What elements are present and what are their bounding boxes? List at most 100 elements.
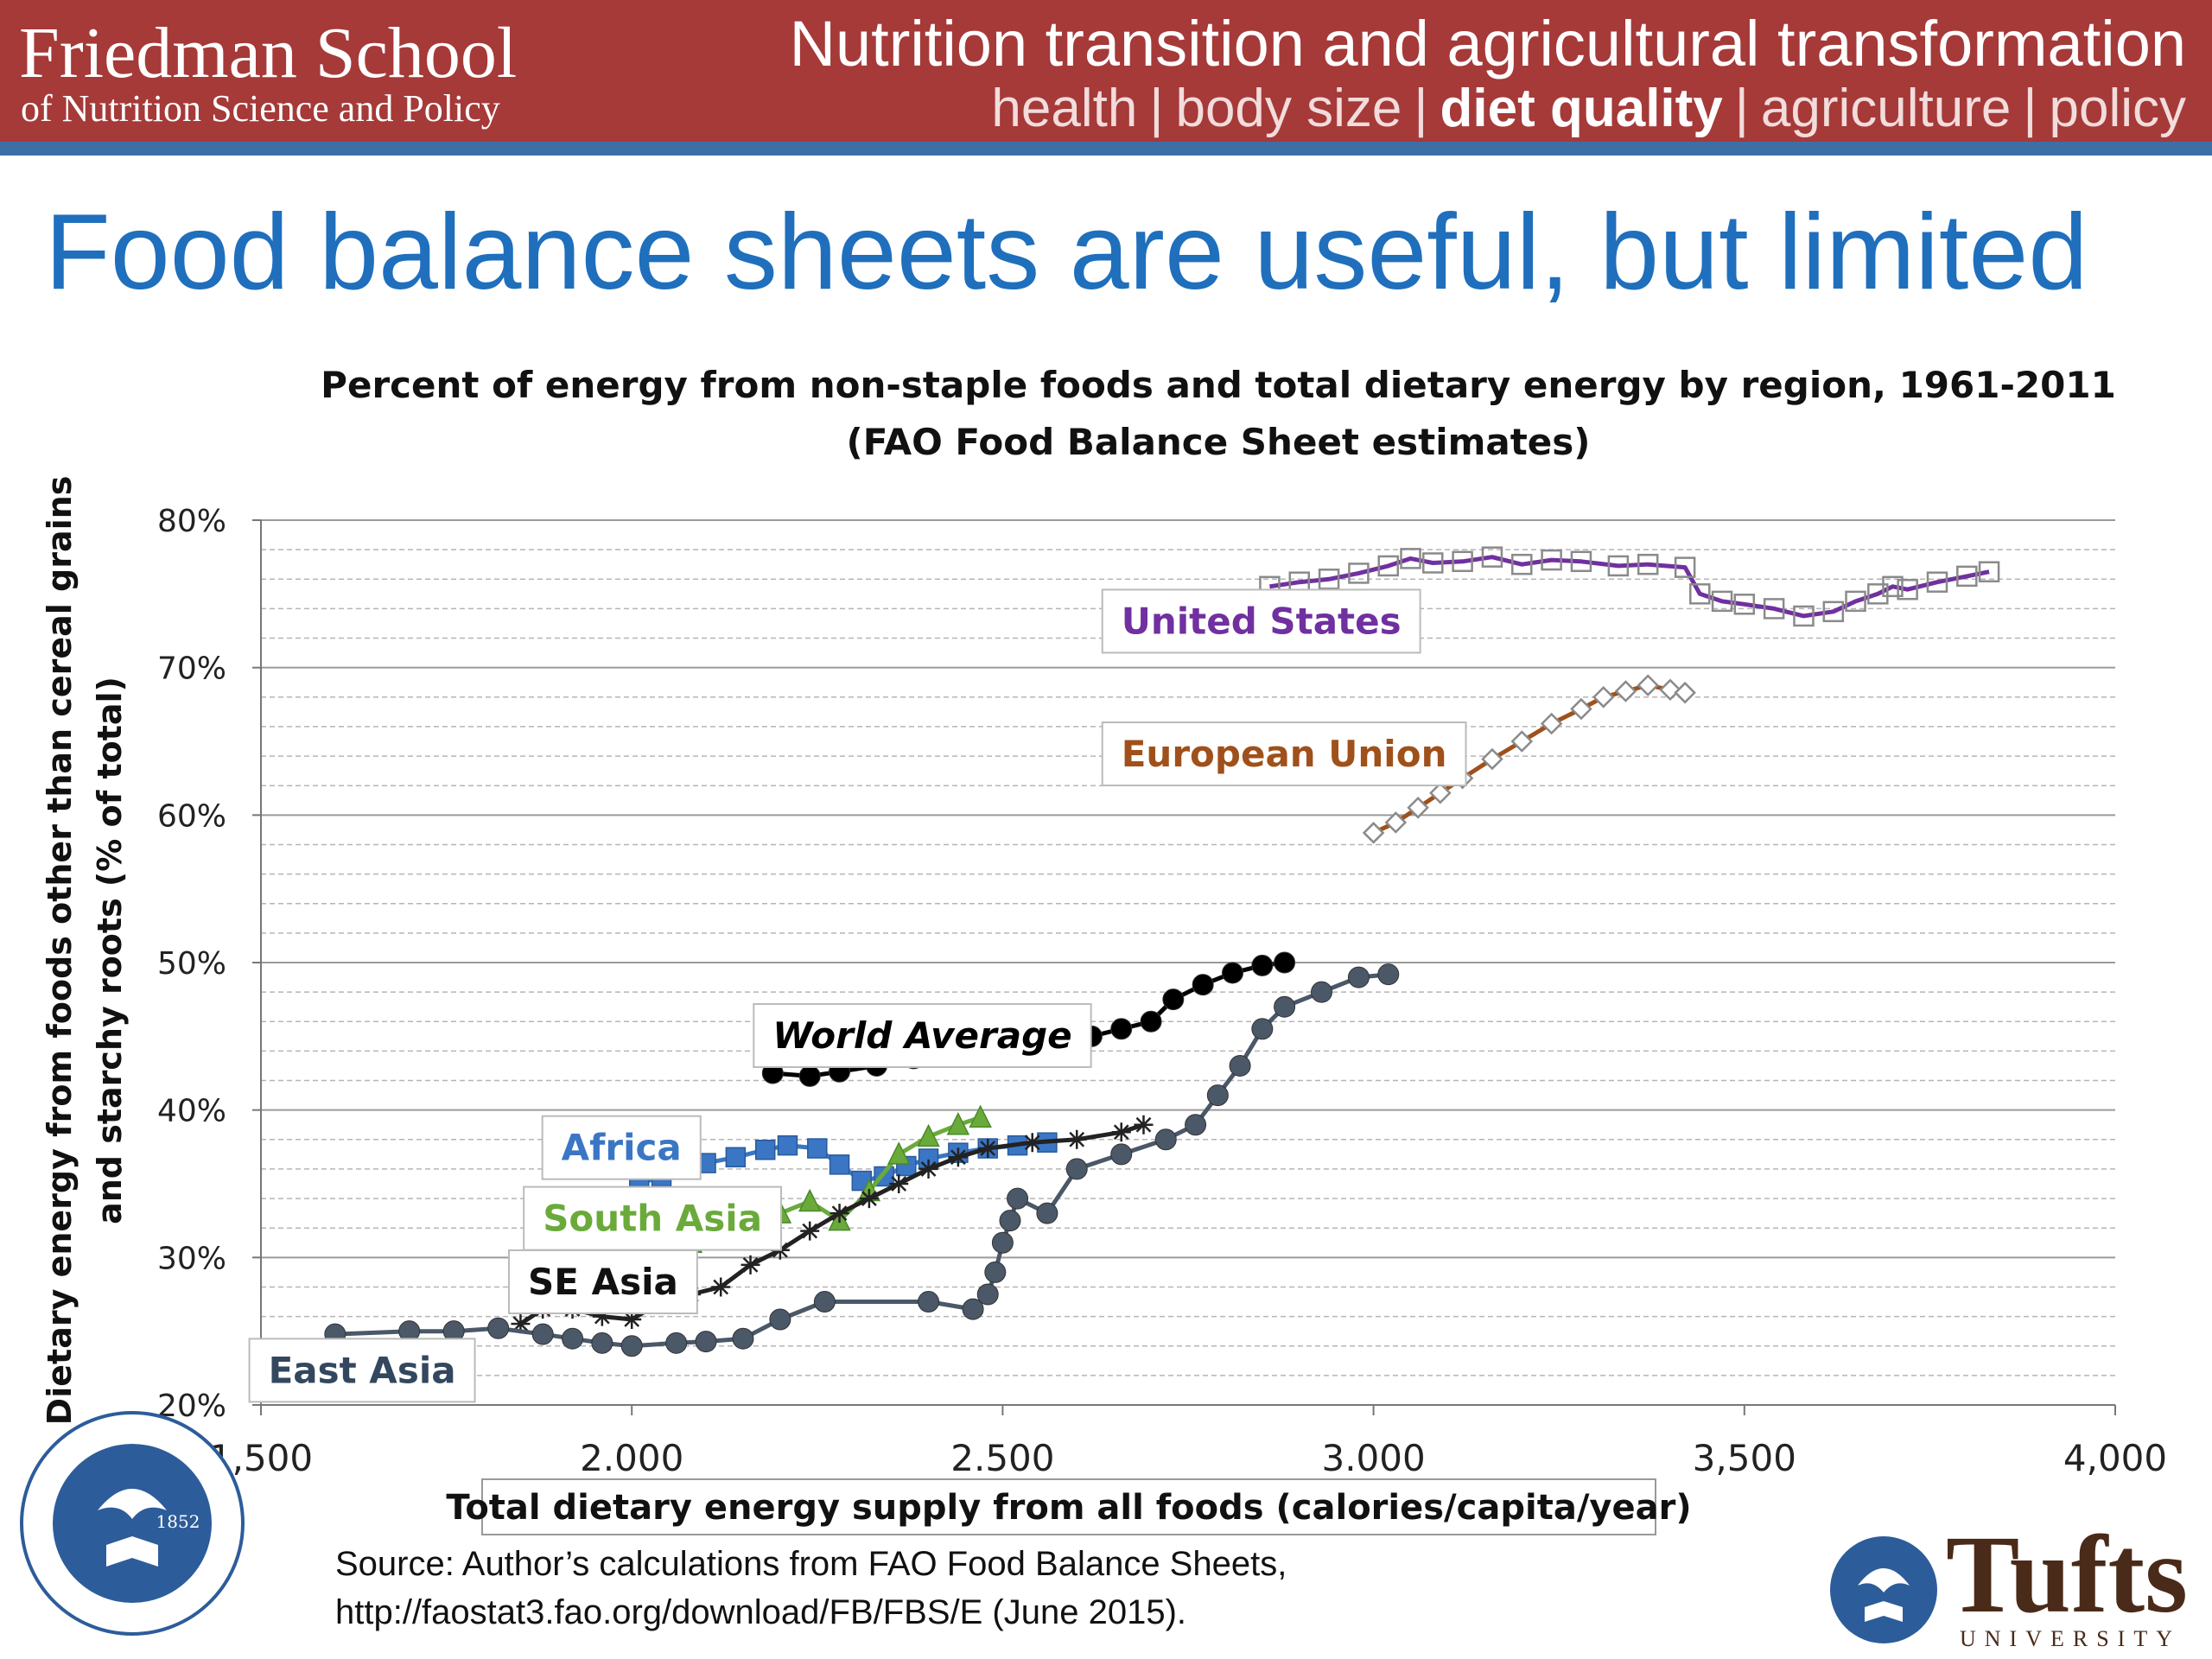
x-tick-label: 3.000 [1321,1437,1425,1479]
chart-series-labels: United States European Union World Average… [248,588,1467,1403]
data-point [1384,811,1408,834]
x-axis-label: Total dietary energy supply from all foo… [446,1488,1691,1528]
data-point [1659,678,1681,702]
data-point [1452,550,1473,573]
data-point [859,1189,879,1209]
data-point [1711,590,1733,613]
data-point [948,1147,968,1167]
source-line-2: http://faostat3.fao.org/download/FB/FBS/… [335,1593,1187,1631]
data-point [725,1147,747,1168]
data-point [1400,548,1421,569]
data-point [969,1104,992,1128]
data-point [1140,1010,1162,1033]
y-tick-label: 50% [157,946,226,982]
header-banner: Friedman School of Nutrition Science and… [0,0,2212,156]
header-nav: health | body size | diet quality | agricultur… [991,79,2186,138]
nav-item-agriculture: agriculture [1760,79,2012,138]
data-point [1185,1114,1207,1136]
data-point [1793,605,1815,627]
data-point [984,1261,1007,1283]
data-point [991,1231,1014,1254]
data-point [1318,569,1340,590]
data-point [798,1065,821,1087]
data-point [1429,781,1452,804]
data-point [562,1327,584,1350]
tufts-university-logo: Tufts UNIVERSITY [1830,1525,2188,1651]
y-tick-label: 60% [157,798,226,834]
chart: Percent of energy from non-staple foods … [41,364,2167,1535]
data-point [1377,963,1400,986]
nav-item-body-size: body size [1175,79,1402,138]
chart-title: Percent of energy from non-staple foods … [321,364,2116,406]
data-point [1540,712,1563,735]
tufts-seal-logo: 1852 [20,1411,245,1636]
data-point [1007,1187,1029,1210]
data-point [592,1306,612,1326]
series-label-box [1101,721,1467,787]
data-point [887,1141,911,1165]
data-point [732,1327,754,1350]
x-tick-label: 3,500 [1693,1437,1796,1479]
data-point [1570,550,1592,573]
data-point [999,1210,1021,1232]
x-tick-label: 2.000 [580,1437,683,1479]
x-tick-label: 4,000 [2063,1437,2167,1479]
data-point [1570,697,1592,721]
data-point [1845,590,1866,613]
data-point [807,1138,828,1159]
data-point [1422,552,1444,574]
data-point [918,1159,938,1179]
data-point [798,1188,822,1212]
school-subtitle: of Nutrition Science and Policy [21,87,500,130]
data-point [1481,546,1503,568]
data-point [946,1112,970,1135]
data-point [1867,583,1889,605]
data-point [1065,1158,1088,1180]
data-point [1763,598,1785,620]
seal-year: 1852 [156,1511,200,1532]
series-label-south-asia: South Asia [543,1198,762,1240]
data-point [1607,555,1630,577]
data-point [1274,995,1296,1018]
data-point [1362,822,1385,844]
series-label-european-union: European Union [1122,733,1447,775]
data-point [918,1291,940,1313]
data-point [1510,730,1534,753]
data-point [1251,954,1274,976]
data-point [1377,555,1400,577]
data-point [1111,1122,1131,1142]
tufts-university-text: UNIVERSITY [1960,1626,2181,1651]
data-point [1637,674,1659,696]
data-point [1897,578,1918,601]
data-point [1222,962,1244,984]
data-point [1511,553,1533,575]
data-point [754,1139,776,1160]
data-point [978,1139,998,1159]
data-point [777,1135,798,1156]
series-label-box [1101,588,1421,654]
series-east-asia [324,963,1400,1357]
nav-item-health: health [991,79,1138,138]
data-point [1592,686,1615,709]
series-label-se-asia: SE Asia [528,1261,678,1303]
data-point [769,1308,791,1331]
data-point [917,1123,940,1147]
data-point [1674,681,1696,704]
data-point [1347,966,1370,988]
data-point [1036,1202,1058,1224]
data-point [830,1204,849,1224]
data-point [1926,571,1948,593]
data-point [1541,549,1562,571]
source-note: Source: Author’s calculations from FAO F… [335,1540,1287,1637]
data-point [1229,1054,1251,1077]
data-point [1311,981,1333,1003]
data-point [1022,1133,1042,1153]
series-label-box [508,1249,698,1314]
series-label-box [248,1338,476,1403]
data-point [487,1317,510,1339]
data-point [665,1332,688,1354]
source-line-1: Source: Author’s calculations from FAO F… [335,1545,1287,1583]
data-point [622,1310,642,1330]
data-point [962,1298,984,1320]
header-title: Nutrition transition and agricultural tr… [789,8,2186,79]
